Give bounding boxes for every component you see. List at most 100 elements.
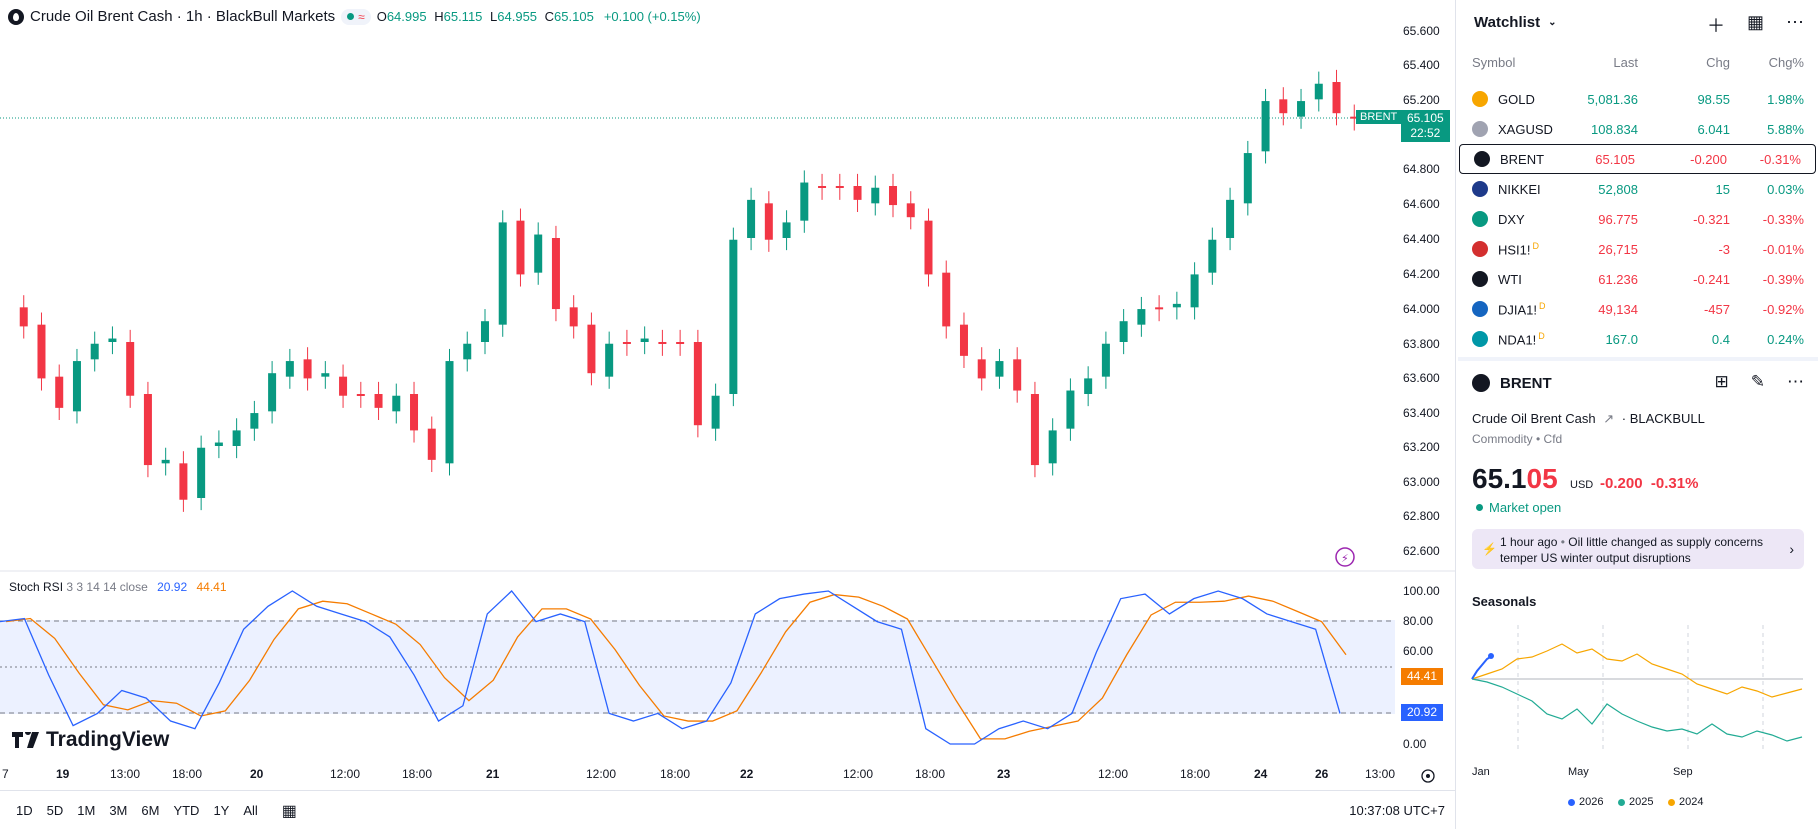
add-symbol-icon[interactable]: ＋ [1706,16,1725,36]
price-axis-label: 62.800 [1403,509,1440,523]
details-header: BRENT [1472,374,1552,392]
range-5d[interactable]: 5D [46,803,64,818]
details-tools: ⊞ ✎ ⋯ [1715,372,1805,392]
legend-2025[interactable]: 2025 [1618,796,1653,808]
seasonals-title[interactable]: Seasonals [1472,594,1537,609]
col-last[interactable]: Last [1613,55,1638,70]
tradingview-logo[interactable]: TradingView [12,728,169,752]
candle-body [640,338,649,342]
market-status[interactable]: Market open [1476,500,1561,515]
candle-body [711,395,720,429]
separator-dot: · [1621,411,1627,426]
us-flag-icon [1472,301,1488,317]
seasonals-chart[interactable] [1458,620,1818,760]
stoch-band [0,620,1395,714]
open-value: 64.995 [386,9,427,24]
news-item[interactable]: ⚡ 1 hour ago • Oil little changed as sup… [1472,529,1804,569]
candle-body [303,359,312,379]
legend-2025-dot [1618,798,1625,806]
watchlist-row-djia1[interactable]: DJIA1! D 49,134 -457 -0.92% [1458,294,1818,324]
details-currency: USD [1570,479,1594,491]
candle-body [445,361,454,464]
candle-body [871,187,880,204]
price-axis-label: 63.000 [1403,475,1440,489]
layout-icon[interactable]: ▦ [1746,12,1764,32]
candle-body [995,361,1004,377]
calendar-goto-icon[interactable]: ▦ [281,802,297,820]
details-price: 65.105 [1472,463,1558,495]
clock-timezone[interactable]: 10:37:08 UTC+7 [1349,803,1445,818]
watchlist-last: 96.775 [1598,211,1638,227]
watchlist-title[interactable]: Watchlist ⌄ [1474,14,1557,31]
candle-body [889,186,898,206]
more-icon[interactable]: ⋯ [1786,12,1804,32]
symbol-title[interactable]: Crude Oil Brent Cash · 1h · BlackBull Ma… [30,8,336,25]
range-3m[interactable]: 3M [109,803,128,818]
grid-icon[interactable]: ⊞ [1714,372,1729,391]
stoch-name: Stoch RSI [9,580,64,594]
watchlist-row-nda1[interactable]: NDA1! D 167.0 0.4 0.24% [1458,324,1818,354]
time-axis-label: 18:00 [1180,767,1211,781]
watchlist-chg: -457 [1703,301,1730,317]
tradingview-logo-icon [12,732,39,748]
candle-body [1084,378,1093,394]
panel-divider[interactable] [1458,357,1818,361]
range-all[interactable]: All [243,803,258,818]
range-1m[interactable]: 1M [77,803,96,818]
watchlist-chgp: 1.98% [1767,91,1804,107]
watchlist-row-wti[interactable]: WTI 61.236 -0.241 -0.39% [1458,264,1818,294]
market-status-pill[interactable]: ≈ [341,8,371,25]
chart-area[interactable]: Crude Oil Brent Cash · 1h · BlackBull Ma… [0,0,1456,829]
watchlist-row-hsi1[interactable]: HSI1! D 26,715 -3 -0.01% [1458,234,1818,264]
chart-svg[interactable]: ⚡ [0,0,1455,790]
time-axis-label: 12:00 [843,767,874,781]
edit-icon[interactable]: ✎ [1750,372,1765,391]
hsi-icon [1472,241,1488,257]
legend-2024[interactable]: 2024 [1668,796,1703,808]
candle-body [356,394,365,396]
external-link-icon[interactable]: ↗ [1603,411,1615,426]
time-axis-label: 21 [486,767,500,781]
candle-body [1172,303,1181,308]
lightning-icon[interactable] [1335,547,1355,567]
col-chg[interactable]: Chg [1706,55,1730,70]
price-axis-label: 64.600 [1403,197,1440,211]
price-axis-label: 64.000 [1403,302,1440,316]
candle-body [622,342,631,344]
open-key: O [376,9,387,24]
price-axis-label: 64.800 [1403,162,1440,176]
legend-2025-label: 2025 [1629,796,1654,808]
watchlist-row-xagusd[interactable]: XAGUSD 108.834 6.041 5.88% [1458,114,1818,144]
range-6m[interactable]: 6M [141,803,160,818]
watchlist-last: 5,081.36 [1587,91,1638,107]
details-change-pct: -0.31% [1650,475,1699,492]
oil-drop-icon [1474,151,1490,167]
more-icon[interactable]: ⋯ [1787,372,1804,391]
candle-body [853,186,862,200]
candle-body [498,222,507,325]
price-axis-label: 63.400 [1403,406,1440,420]
watchlist-symbol: XAGUSD [1498,121,1553,137]
stoch-legend[interactable]: Stoch RSI 3 3 14 14 close 20.92 44.41 [9,580,227,594]
watchlist-chgp: -0.01% [1762,241,1804,257]
candle-body [250,413,259,429]
watchlist-row-dxy[interactable]: DXY 96.775 -0.321 -0.33% [1458,204,1818,234]
candle-body [729,239,738,394]
watchlist-chg: 0.4 [1711,331,1730,347]
range-ytd[interactable]: YTD [173,803,200,818]
tradingview-wordmark: TradingView [46,728,170,751]
candle-body [1137,309,1146,325]
stoch-axis-100: 100.00 [1403,584,1440,598]
candle-body [37,324,46,379]
col-symbol[interactable]: Symbol [1472,55,1516,70]
legend-2026[interactable]: 2026 [1568,796,1603,808]
seasonals-2025-line [1471,678,1803,742]
range-1d[interactable]: 1D [16,803,33,818]
gear-icon[interactable] [1421,769,1435,783]
range-1y[interactable]: 1Y [213,803,230,818]
details-name[interactable]: Crude Oil Brent Cash ↗ · BLACKBULL [1472,411,1705,427]
watchlist-row-nikkei[interactable]: NIKKEI 52,808 15 0.03% [1458,174,1818,204]
watchlist-row-brent[interactable]: BRENT 65.105 -0.200 -0.31% [1459,144,1816,174]
watchlist-row-gold[interactable]: GOLD 5,081.36 98.55 1.98% [1458,84,1818,114]
col-chgp[interactable]: Chg% [1768,55,1804,70]
